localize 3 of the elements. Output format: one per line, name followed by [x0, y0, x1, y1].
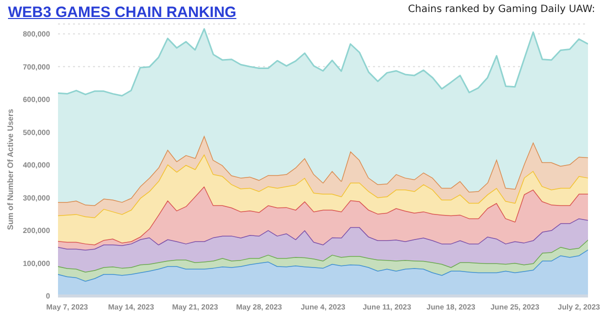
text: Chains ranked by Gaming Daily UAW: [408, 4, 596, 15]
y-axis-title: Sum of Number Of Active Users [6, 108, 15, 230]
chart-title: WEB3 GAMES CHAIN RANKING [8, 4, 236, 21]
